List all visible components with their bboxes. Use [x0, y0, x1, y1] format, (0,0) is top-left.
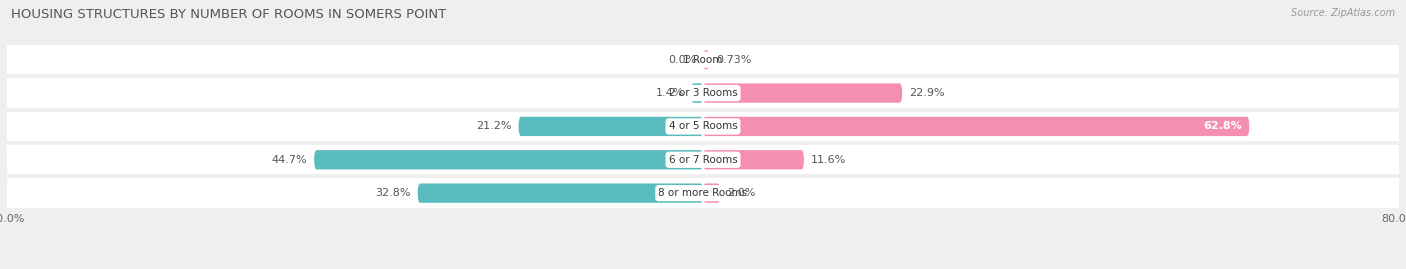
- FancyBboxPatch shape: [703, 183, 720, 203]
- Bar: [7, 178, 1399, 208]
- FancyBboxPatch shape: [703, 50, 710, 69]
- Text: 11.6%: 11.6%: [811, 155, 846, 165]
- Bar: [7, 78, 1399, 108]
- Text: 44.7%: 44.7%: [271, 155, 307, 165]
- Text: 1.4%: 1.4%: [655, 88, 683, 98]
- Bar: [7, 112, 1399, 141]
- FancyBboxPatch shape: [418, 183, 703, 203]
- Text: Source: ZipAtlas.com: Source: ZipAtlas.com: [1291, 8, 1395, 18]
- Text: 1 Room: 1 Room: [683, 55, 723, 65]
- Text: 21.2%: 21.2%: [477, 121, 512, 132]
- FancyBboxPatch shape: [703, 150, 804, 169]
- Bar: [7, 45, 1399, 75]
- FancyBboxPatch shape: [690, 83, 703, 103]
- FancyBboxPatch shape: [703, 83, 903, 103]
- Bar: [7, 145, 1399, 175]
- Text: HOUSING STRUCTURES BY NUMBER OF ROOMS IN SOMERS POINT: HOUSING STRUCTURES BY NUMBER OF ROOMS IN…: [11, 8, 447, 21]
- FancyBboxPatch shape: [314, 150, 703, 169]
- Text: 0.0%: 0.0%: [668, 55, 696, 65]
- Text: 2 or 3 Rooms: 2 or 3 Rooms: [669, 88, 737, 98]
- Text: 22.9%: 22.9%: [910, 88, 945, 98]
- Text: 32.8%: 32.8%: [375, 188, 411, 198]
- Text: 6 or 7 Rooms: 6 or 7 Rooms: [669, 155, 737, 165]
- Text: 62.8%: 62.8%: [1204, 121, 1243, 132]
- Text: 8 or more Rooms: 8 or more Rooms: [658, 188, 748, 198]
- Text: 2.0%: 2.0%: [727, 188, 756, 198]
- Text: 4 or 5 Rooms: 4 or 5 Rooms: [669, 121, 737, 132]
- Text: 0.73%: 0.73%: [716, 55, 752, 65]
- FancyBboxPatch shape: [703, 117, 1250, 136]
- FancyBboxPatch shape: [519, 117, 703, 136]
